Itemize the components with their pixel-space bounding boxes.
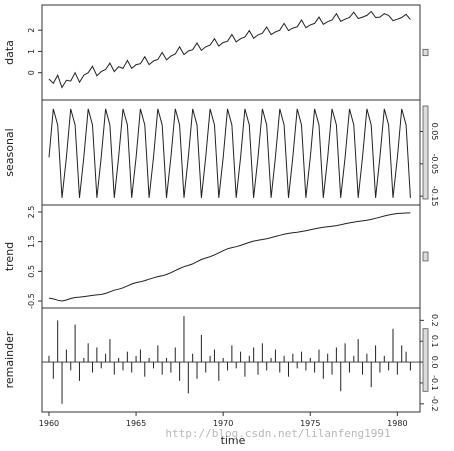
ytick-label-seasonal: -0.15	[430, 186, 439, 207]
xtick-label: 1980	[387, 419, 407, 428]
ytick-label-remainder: 0.0	[430, 356, 439, 369]
xtick-label: 1960	[39, 419, 59, 428]
x-axis-title: time	[221, 434, 246, 447]
panel-frame-data	[41, 4, 421, 101]
scale-bar-remainder	[422, 328, 429, 392]
series-line-data	[48, 10, 411, 89]
panel-trend: -0.5 0.5 1.5 2.5 trend	[3, 204, 429, 309]
scale-bar-seasonal	[422, 105, 429, 200]
xtick-label: 1970	[213, 419, 233, 428]
ytick-label-trend: 2.5	[27, 206, 36, 219]
y-axis-title-remainder: remainder	[3, 331, 16, 388]
y-axis-title-data: data	[3, 40, 16, 65]
scale-bar-trend	[422, 251, 429, 262]
ytick-label-data: 0	[27, 70, 36, 75]
ytick-label-trend: 1.5	[27, 235, 36, 248]
ytick-label-data: 1	[27, 49, 36, 54]
xtick-label: 1975	[300, 419, 320, 428]
y-axis-title-seasonal: seasonal	[3, 128, 16, 176]
panel-data: 0 1 2 data	[3, 4, 429, 101]
panel-seasonal: 0.05 -0.05 -0.15 seasonal	[3, 99, 439, 207]
xtick-label: 1965	[126, 419, 146, 428]
ytick-label-remainder: 0.1	[430, 335, 439, 348]
ytick-label-remainder: -0.1	[430, 375, 439, 391]
series-line-trend	[48, 212, 411, 302]
ytick-label-trend: -0.5	[27, 293, 36, 309]
watermark-text: http://blog.csdn.net/lilanfeng1991	[165, 427, 390, 440]
y-axis-title-trend: trend	[3, 242, 16, 271]
ytick-label-trend: 0.5	[27, 265, 36, 278]
panel-remainder: 0.2 0.1 0.0 -0.1 -0.2 remainder	[3, 307, 439, 413]
ytick-label-data: 2	[27, 28, 36, 33]
ytick-label-remainder: -0.2	[430, 396, 439, 412]
ytick-label-seasonal: 0.05	[430, 123, 439, 141]
scale-bar-data	[422, 48, 429, 57]
ytick-label-seasonal: -0.05	[430, 153, 439, 174]
series-line-seasonal	[48, 108, 411, 198]
ytick-label-remainder: 0.2	[430, 314, 439, 327]
panel-frame-remainder	[41, 307, 421, 413]
